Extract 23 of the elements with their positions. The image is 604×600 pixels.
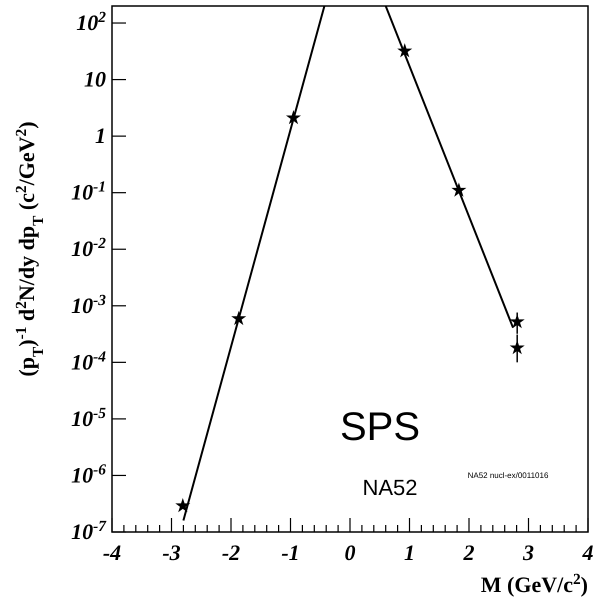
x-tick-label: 4	[582, 540, 594, 565]
annotation: SPS	[340, 405, 420, 449]
y-tick-label: 10	[84, 66, 106, 92]
x-tick-label: -3	[162, 540, 181, 565]
point	[510, 314, 525, 328]
point	[510, 340, 525, 354]
y-tick-label: 10$^{-5}$	[71, 404, 106, 431]
y-tick-label: 10$^{-4}$	[71, 348, 106, 374]
y-tick-label: 1	[95, 123, 106, 148]
annotation: NA52	[362, 475, 418, 500]
y-tick-label: 10$^{-1}$	[71, 178, 106, 205]
x-tick-label: 1	[404, 540, 415, 565]
x-tick-label: -1	[281, 540, 300, 565]
annotation: NA52 nucl-ex/0011016	[468, 471, 549, 480]
x-tick-label: 3	[522, 540, 534, 565]
y-tick-label: 10$^{-6}$	[71, 460, 106, 488]
x-tick-label: -2	[222, 540, 240, 565]
x-tick-label: 2	[462, 540, 474, 565]
x-tick-label: 0	[344, 540, 356, 565]
y-tick-label: 10$^{-2}$	[71, 234, 106, 262]
x-axis-title: M (GeV/c$^{2}$)	[480, 570, 588, 597]
y-tick-label: 10$^{2}$	[76, 8, 106, 36]
y-tick-label: 10$^{-3}$	[71, 291, 106, 318]
